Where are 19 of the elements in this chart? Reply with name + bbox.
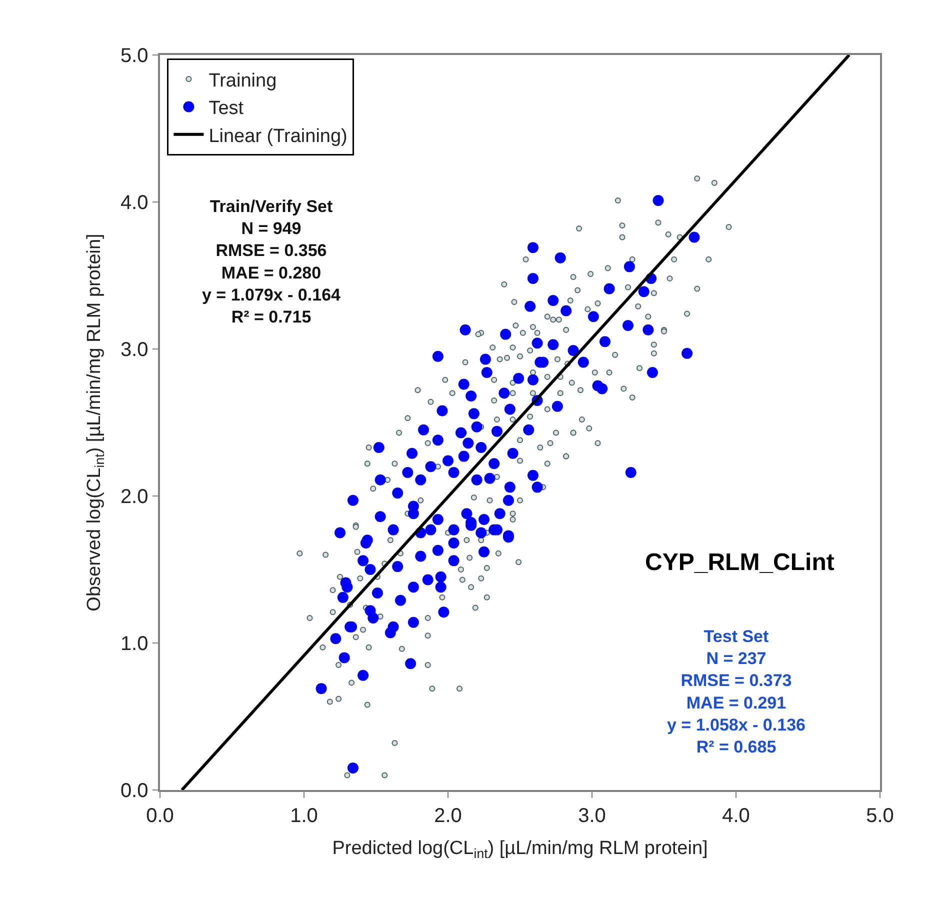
y-tick-label: 0.0 xyxy=(120,780,148,802)
y-tick-label: 5.0 xyxy=(120,45,148,67)
annotation: Test Set N = 237 RMSE = 0.373 MAE = 0.291 y = 1.058x - 0.136 R² = 0.685 xyxy=(667,627,806,756)
annotation: Train/Verify Set N = 949 RMSE = 0.356 MAE = 0.280 y = 1.079x - 0.164 R² = 0.715 xyxy=(202,197,342,326)
x-tick-label: 1.0 xyxy=(290,804,318,827)
x-tick-label: 0.0 xyxy=(146,804,174,827)
legend-label: Training xyxy=(208,70,277,92)
legend-label: Test xyxy=(208,98,244,120)
legend-label: Linear (Training) xyxy=(208,126,348,147)
x-tick-label: 4.0 xyxy=(722,804,750,827)
annotation: CYP_RLM_CLint xyxy=(645,549,834,576)
y-tick-label: 3.0 xyxy=(120,339,148,361)
x-axis-title: Predicted log(CL$_{int}$) [µL/min/mg RLM protein] xyxy=(332,838,708,862)
x-tick-label: 3.0 xyxy=(578,804,606,827)
y-tick-label: 1.0 xyxy=(120,633,148,655)
x-tick-label: 5.0 xyxy=(866,804,894,827)
x-tick-label: 2.0 xyxy=(434,804,462,827)
y-tick-label: 2.0 xyxy=(120,486,148,508)
y-tick-label: 4.0 xyxy=(120,192,148,214)
